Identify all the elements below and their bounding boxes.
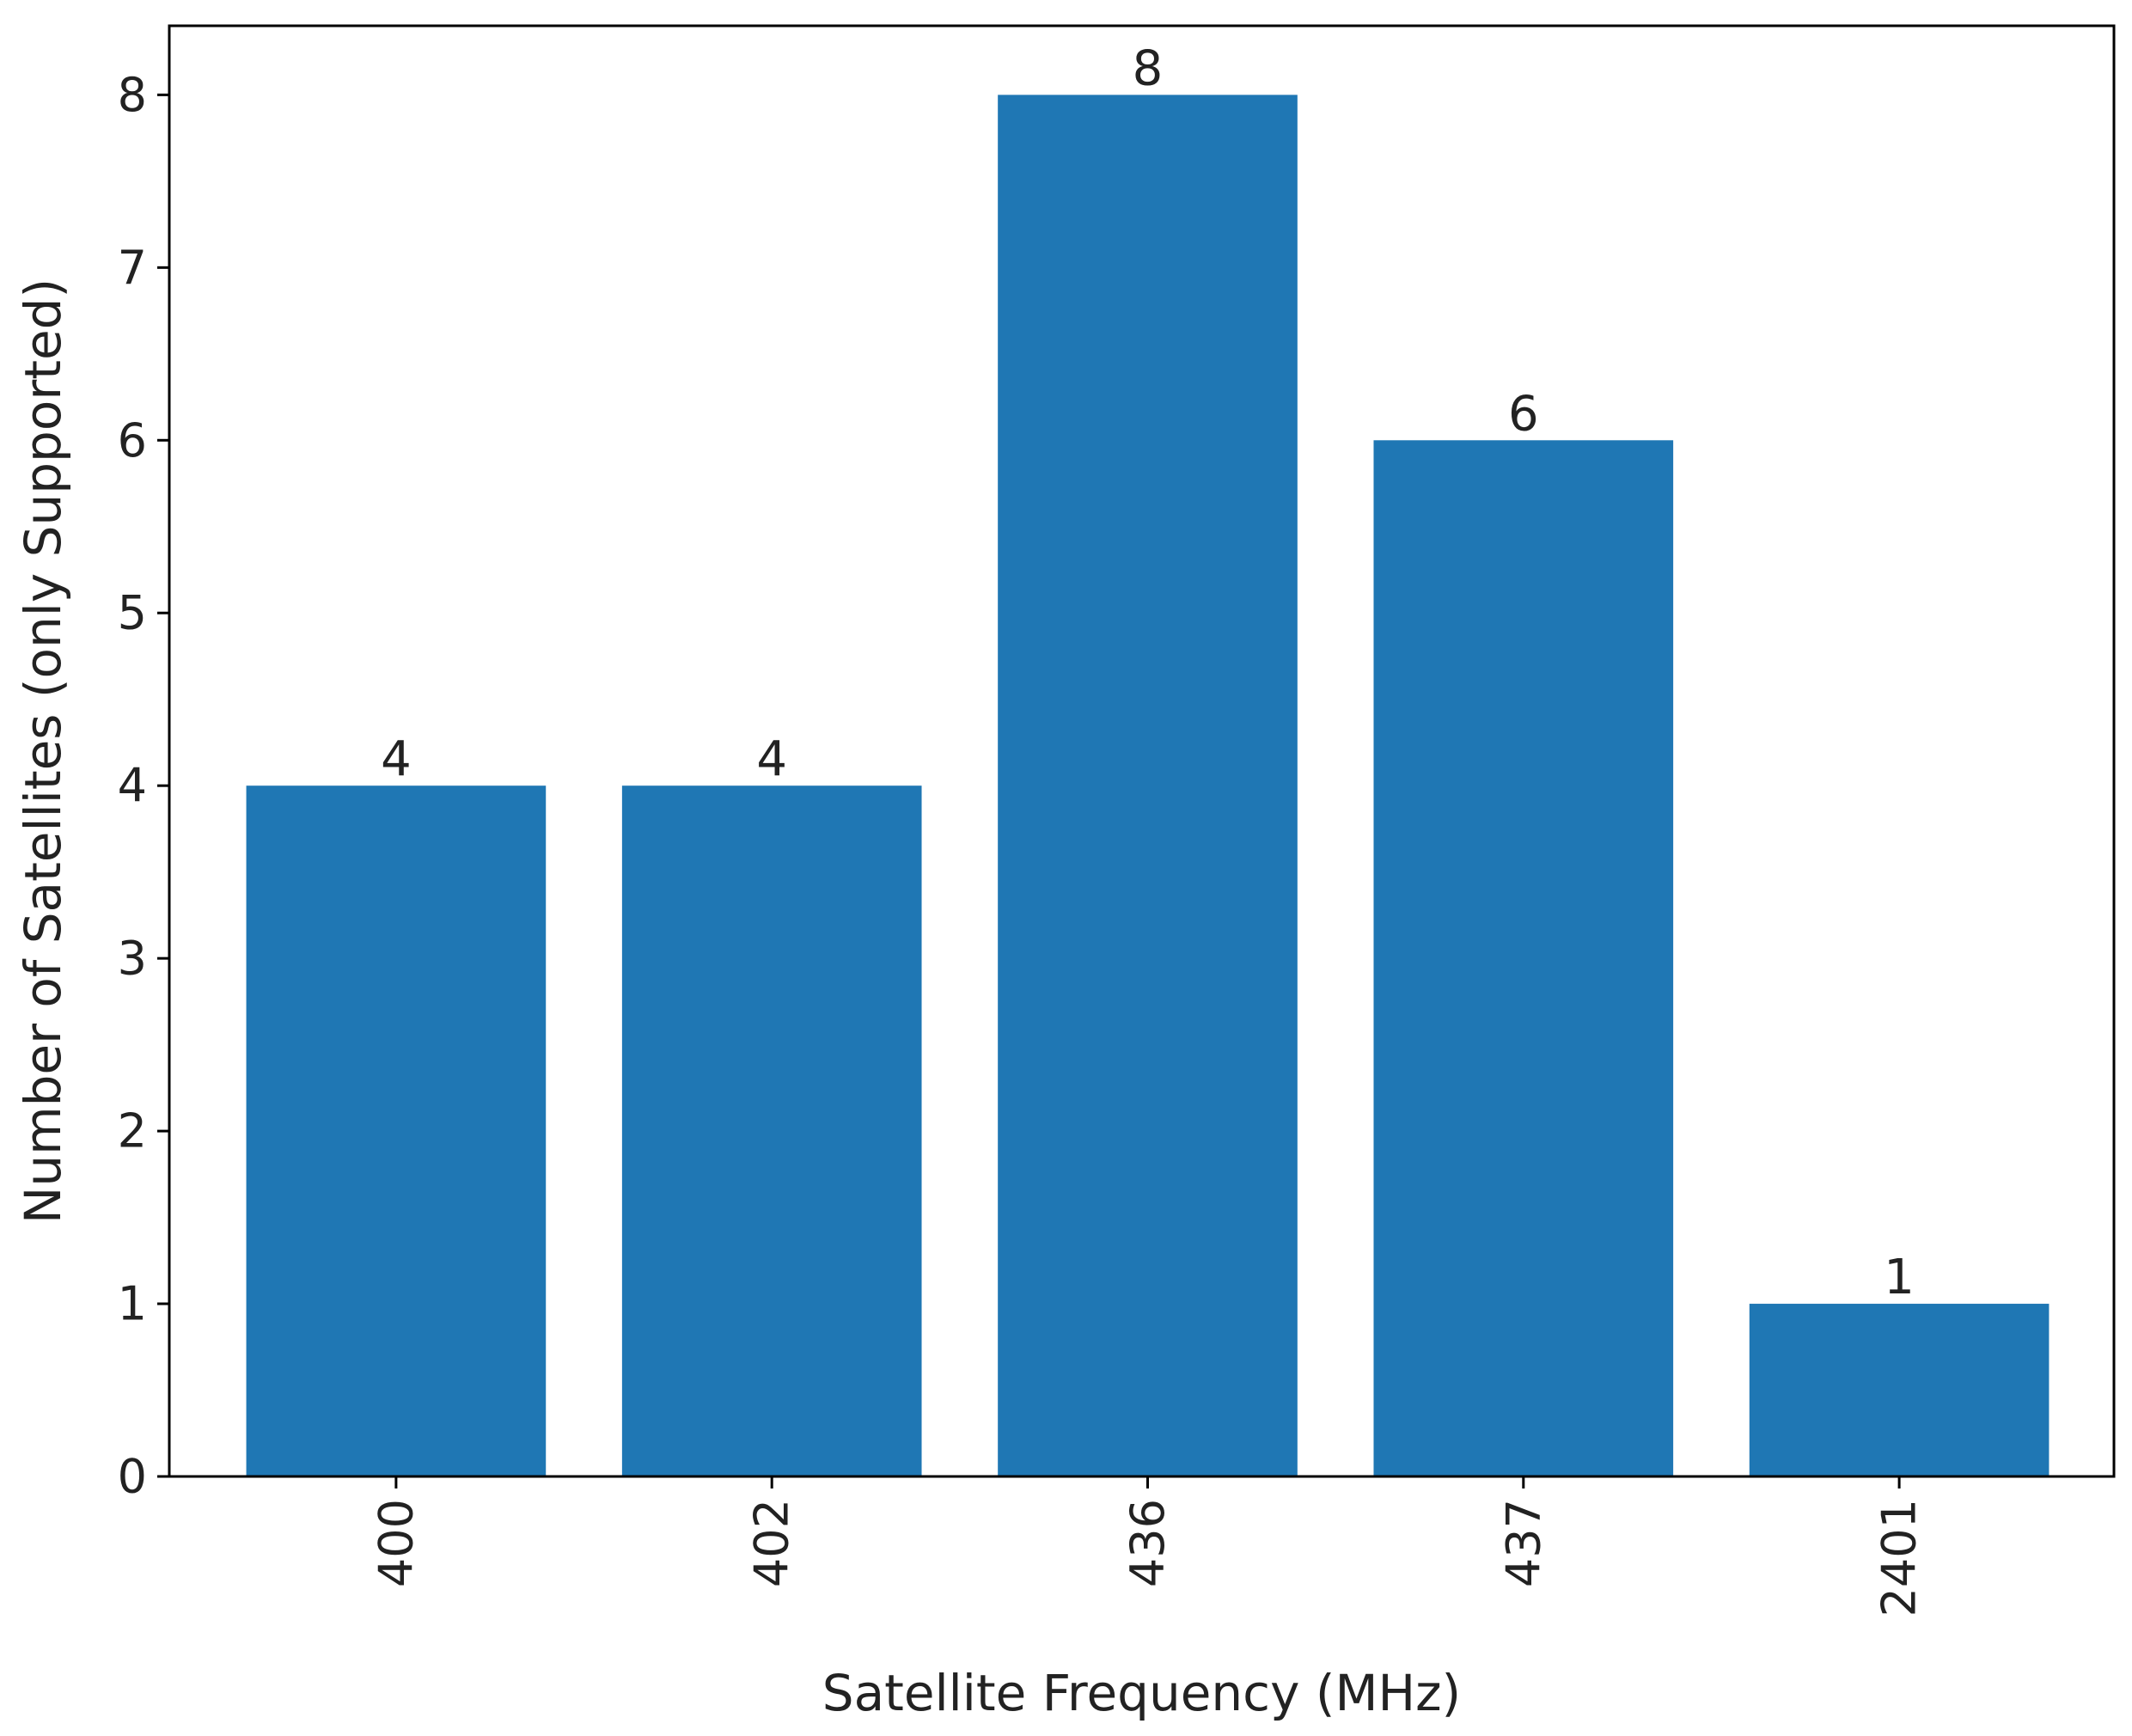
ticks-layer: 400 402 436 437 2401 0 1 2 3 4 5 6 7 8: [118, 68, 1927, 1617]
y-tick-label-3: 3: [118, 932, 147, 986]
y-axis-label: Number of Satellites (only Supported): [14, 278, 72, 1224]
y-tick-label-6: 6: [118, 413, 147, 468]
data-label-400: 4: [381, 731, 412, 787]
x-tick-label-2401: 2401: [1872, 1499, 1927, 1617]
data-label-2401: 1: [1884, 1250, 1915, 1305]
data-label-437: 6: [1508, 386, 1539, 442]
x-tick-label-402: 402: [745, 1499, 799, 1587]
y-tick-label-2: 2: [118, 1104, 147, 1158]
data-labels-layer: 4 4 8 6 1: [381, 40, 1915, 1305]
y-tick-label-0: 0: [118, 1450, 147, 1504]
y-tick-label-7: 7: [118, 241, 147, 295]
bar-400: [246, 785, 547, 1476]
bar-436: [998, 95, 1298, 1476]
bar-402: [621, 785, 922, 1476]
data-label-436: 8: [1133, 40, 1164, 96]
x-axis-label: Satellite Frequency (MHz): [822, 1664, 1461, 1722]
x-tick-label-436: 436: [1121, 1499, 1175, 1587]
x-tick-label-437: 437: [1496, 1499, 1550, 1587]
y-tick-label-4: 4: [118, 759, 147, 813]
y-tick-label-8: 8: [118, 68, 147, 122]
bar-437: [1373, 440, 1674, 1477]
bars-layer: [246, 95, 2050, 1477]
plot-frame: [168, 24, 2116, 1478]
y-tick-label-1: 1: [118, 1277, 147, 1331]
y-tick-label-5: 5: [118, 586, 147, 640]
x-tick-label-400: 400: [369, 1499, 423, 1587]
bar-2401: [1749, 1304, 2050, 1476]
data-label-402: 4: [756, 731, 787, 787]
